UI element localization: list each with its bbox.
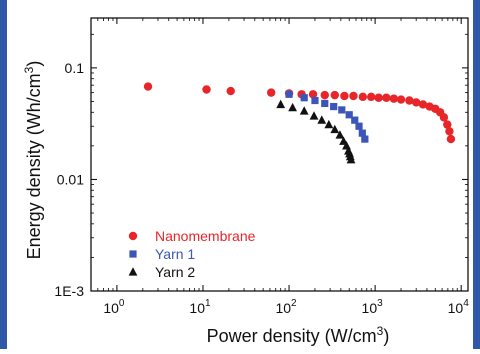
data-point-yarn-2 — [346, 154, 356, 164]
data-point-nanomembrane — [396, 95, 406, 104]
data-point-nanomembrane — [366, 92, 376, 102]
x-tick-label: 100 — [103, 298, 125, 316]
axis-ticks: 100 101 102 103 104 0.1 0.01 1E-3 — [54, 18, 469, 316]
data-point-nanomembrane — [358, 92, 368, 102]
data-point-nanomembrane — [266, 88, 276, 97]
data-point-yarn-2 — [288, 102, 298, 112]
plot-frame — [90, 17, 469, 292]
data-point-yarn-1 — [330, 102, 338, 111]
data-point-nanomembrane — [382, 93, 391, 102]
data-point-nanomembrane — [443, 120, 452, 129]
data-point-nanomembrane — [226, 86, 235, 96]
data-point-nanomembrane — [418, 100, 428, 109]
data-point-yarn-2 — [330, 124, 340, 134]
left-frame-bar — [0, 0, 7, 349]
data-point-nanomembrane — [411, 98, 421, 107]
y-tick-label: 0.01 — [57, 171, 84, 187]
data-point-nanomembrane — [202, 85, 211, 94]
legend: Nanomembrane Yarn 1 Yarn 2 — [128, 228, 256, 280]
data-point-yarn-2 — [276, 99, 286, 109]
data-point-nanomembrane — [389, 94, 399, 103]
data-point-yarn-1 — [355, 122, 363, 130]
data-point-yarn-1 — [321, 99, 329, 108]
x-axis-title: Power density (W/cm3) — [207, 324, 390, 346]
legend-marker-nanomembrane — [128, 231, 138, 241]
series-nanomembrane — [143, 82, 456, 144]
data-point-yarn-1 — [358, 129, 366, 137]
y-tick-label: 1E-3 — [54, 283, 84, 299]
y-tick-label: 0.1 — [65, 60, 85, 76]
series-yarn-1 — [285, 90, 369, 143]
data-point-yarn-2 — [324, 119, 334, 129]
data-points — [143, 82, 456, 164]
x-tick-label: 104 — [448, 298, 470, 316]
x-tick-label: 101 — [189, 298, 211, 316]
data-point-yarn-2 — [299, 106, 309, 115]
legend-label-yarn-2: Yarn 2 — [155, 264, 195, 280]
data-point-yarn-1 — [300, 94, 308, 102]
data-point-nanomembrane — [308, 90, 318, 99]
data-point-nanomembrane — [320, 90, 329, 100]
data-point-nanomembrane — [374, 93, 383, 102]
data-point-nanomembrane — [405, 96, 414, 105]
data-point-yarn-2 — [317, 115, 327, 124]
plot-area — [90, 17, 469, 292]
data-point-yarn-1 — [338, 106, 346, 114]
legend-marker-yarn-2 — [128, 267, 138, 276]
data-point-nanomembrane — [340, 91, 349, 101]
data-point-nanomembrane — [446, 134, 456, 144]
y-axis-title: Energy density (Wh/cm3) — [22, 61, 44, 260]
legend-marker-yarn-1 — [129, 250, 137, 258]
data-point-yarn-1 — [345, 111, 353, 119]
x-tick-label: 102 — [275, 298, 297, 316]
legend-label-nanomembrane: Nanomembrane — [155, 228, 256, 244]
data-point-yarn-1 — [361, 135, 369, 143]
data-point-yarn-1 — [285, 90, 293, 98]
data-point-yarn-1 — [351, 116, 359, 124]
right-frame-bar — [473, 0, 480, 349]
data-point-nanomembrane — [349, 91, 358, 101]
data-point-yarn-2 — [309, 111, 319, 120]
x-tick-label: 103 — [362, 298, 384, 316]
series-yarn-2 — [276, 99, 356, 164]
data-point-nanomembrane — [143, 82, 153, 91]
legend-label-yarn-1: Yarn 1 — [155, 246, 195, 262]
data-point-yarn-1 — [311, 96, 319, 105]
data-point-yarn-2 — [335, 130, 345, 139]
data-point-nanomembrane — [439, 113, 449, 122]
data-point-nanomembrane — [330, 90, 339, 100]
data-point-nanomembrane — [445, 127, 454, 136]
